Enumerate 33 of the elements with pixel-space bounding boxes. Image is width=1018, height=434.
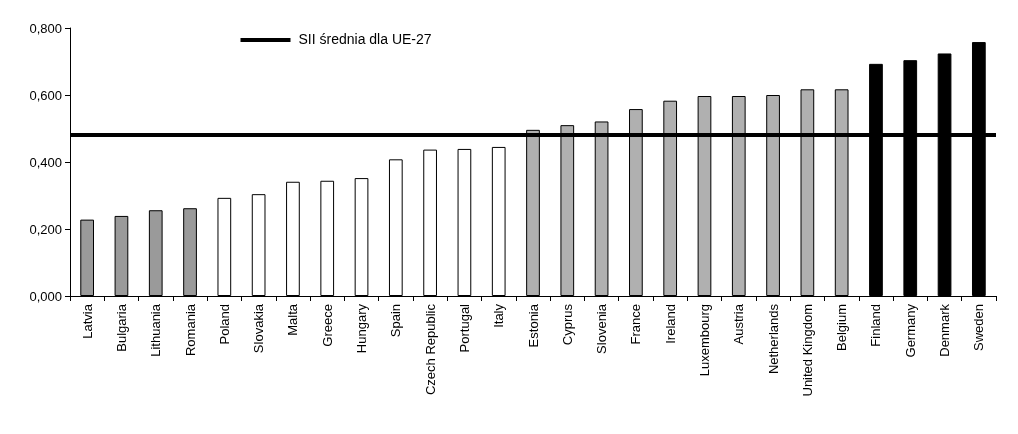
x-tick-label: Czech Republic (422, 303, 438, 396)
y-tick-label: 0,600 (29, 87, 62, 103)
x-tick-label: Ireland (662, 304, 678, 344)
x-tick-label: Bulgaria (113, 303, 129, 352)
x-tick-label: Cyprus (559, 303, 575, 346)
x-tick-label: Slovakia (251, 303, 267, 354)
y-tick-label: 0,400 (29, 154, 62, 170)
x-tick-label: Spain (388, 304, 404, 338)
y-tick-label: 0,000 (29, 288, 62, 304)
x-tick-label: Netherlands (765, 303, 781, 375)
x-tick-label: Belgium (834, 304, 850, 351)
y-tick-label: 0,800 (29, 20, 62, 36)
x-tick-label: Portugal (456, 303, 472, 353)
x-tick-label: Estonia (525, 303, 541, 348)
x-tick-label: Luxembourg (696, 304, 712, 377)
x-tick-label: United Kingdom (799, 304, 815, 397)
x-tick-label: Latvia (79, 303, 95, 339)
x-tick-label: Poland (216, 304, 232, 345)
x-tick-label: Slovenia (594, 303, 610, 354)
x-tick-label: France (628, 304, 644, 345)
x-tick-label: Finland (868, 304, 884, 347)
x-tick-label: Germany (902, 303, 918, 358)
x-tick-label: Greece (319, 304, 335, 347)
x-tick-label: Romania (182, 303, 198, 357)
x-tick-label: Lithuania (148, 303, 164, 357)
x-tick-label: Austria (731, 303, 747, 345)
y-tick-label: 0,200 (29, 221, 62, 237)
legend-label: SII średnia dla UE-27 (298, 31, 432, 47)
x-tick-label: Malta (285, 303, 301, 336)
x-tick-label: Hungary (354, 303, 370, 354)
x-tick-label: Denmark (937, 303, 953, 357)
x-tick-label: Italy (491, 303, 507, 328)
x-tick-label: Sweden (971, 304, 987, 351)
